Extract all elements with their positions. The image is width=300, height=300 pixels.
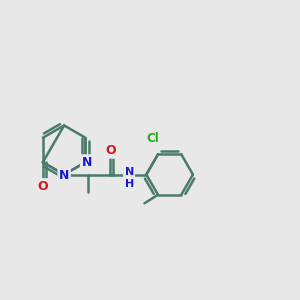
Text: N
H: N H (124, 167, 134, 189)
Text: N: N (59, 169, 69, 182)
Text: O: O (105, 144, 116, 157)
Text: O: O (38, 180, 48, 193)
Text: Cl: Cl (147, 132, 159, 146)
Text: N: N (81, 156, 92, 169)
